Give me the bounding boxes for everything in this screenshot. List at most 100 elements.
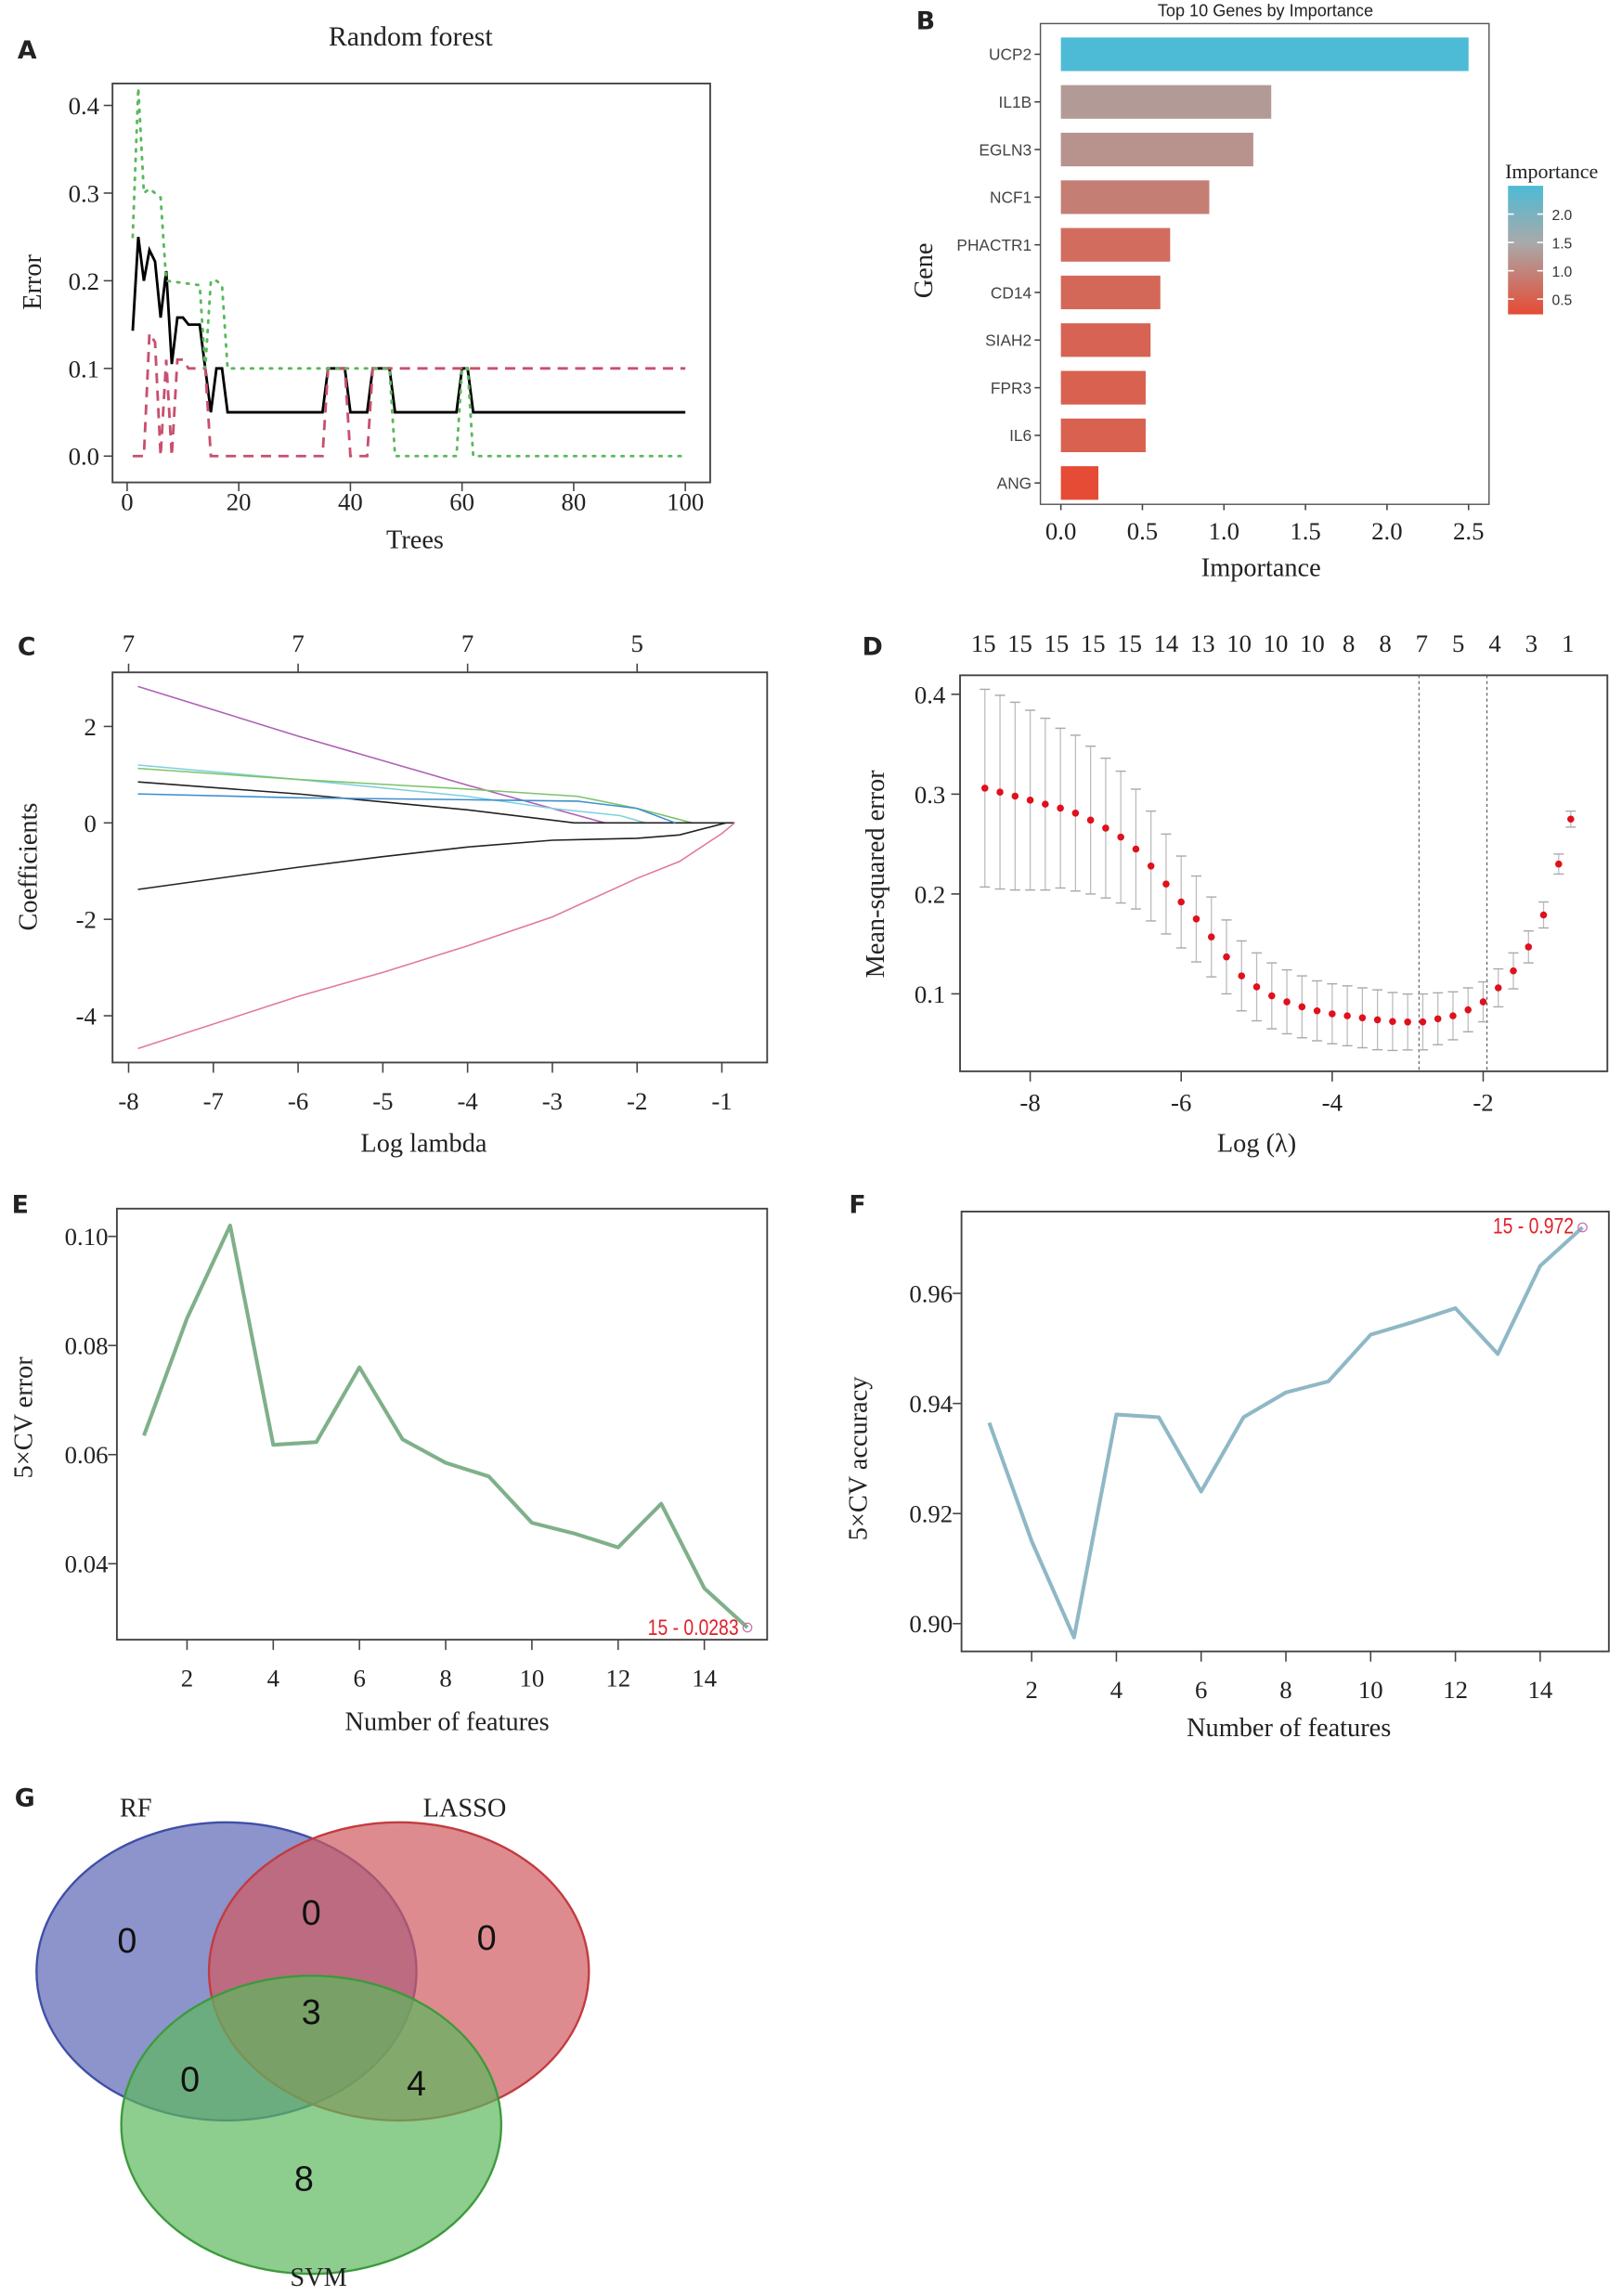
legend-tick-label: 0.5 xyxy=(1551,292,1572,308)
top-count-label: 13 xyxy=(1190,629,1215,657)
best-point-marker xyxy=(1577,1222,1588,1233)
coefficient-path xyxy=(137,822,735,1050)
series-line xyxy=(142,1223,749,1629)
mse-point xyxy=(1567,815,1575,824)
panel-label-a: A xyxy=(18,36,37,65)
x-tick-label: 80 xyxy=(562,488,587,516)
chart-title: Random forest xyxy=(329,21,494,52)
plot-frame xyxy=(959,674,1609,1072)
x-tick-label: -3 xyxy=(542,1087,563,1115)
y-tick-label: -4 xyxy=(76,1003,97,1031)
bar xyxy=(1060,37,1469,71)
top-tick-label: 7 xyxy=(123,629,135,657)
top-count-label: 1 xyxy=(1562,629,1574,657)
x-tick-label: 0.0 xyxy=(1045,517,1076,545)
x-tick-label: 10 xyxy=(520,1664,545,1692)
plot-frame xyxy=(115,1207,769,1641)
top-count-label: 14 xyxy=(1154,629,1179,657)
x-tick-label: 2 xyxy=(1025,1676,1037,1704)
mse-point xyxy=(1343,1012,1351,1019)
mse-point xyxy=(1102,824,1109,832)
y-tick-label: PHACTR1 xyxy=(956,236,1032,254)
mse-point xyxy=(1373,1016,1382,1024)
mse-point xyxy=(1539,911,1548,919)
y-tick-label: 0.4 xyxy=(915,681,945,708)
x-axis-label: Importance xyxy=(1201,553,1321,582)
panel-label-e: E xyxy=(12,1191,29,1220)
y-tick-label: SIAH2 xyxy=(985,331,1032,350)
coefficient-path xyxy=(137,781,735,824)
panel-e-svm-cv-error: E Number of features 5×CV error 2 4 6 8 10 12… xyxy=(10,1191,769,1737)
x-tick-label: 8 xyxy=(439,1664,451,1692)
x-tick-label: 12 xyxy=(605,1664,630,1692)
top-count-label: 8 xyxy=(1343,629,1355,657)
x-tick-label: -6 xyxy=(1171,1088,1191,1116)
legend-colorbar xyxy=(1508,186,1544,315)
best-point-marker xyxy=(742,1622,753,1633)
x-tick-label: -4 xyxy=(1322,1088,1343,1116)
y-tick-label: 2 xyxy=(84,713,97,741)
top-count-label: 5 xyxy=(1452,629,1464,657)
bar xyxy=(1060,227,1171,262)
bar xyxy=(1060,466,1099,500)
x-tick-label: 8 xyxy=(1279,1676,1291,1704)
series-line-solid xyxy=(131,237,686,414)
x-tick-label: -7 xyxy=(203,1087,224,1115)
series-line-dashed xyxy=(132,329,686,458)
y-tick-label: IL6 xyxy=(1009,426,1032,445)
y-axis-label: Gene xyxy=(910,243,939,299)
y-tick-label: 0.94 xyxy=(909,1390,953,1418)
mse-point xyxy=(1238,972,1246,979)
x-tick-label: -2 xyxy=(1473,1088,1493,1116)
top-count-label: 10 xyxy=(1264,629,1289,657)
top-count-label: 15 xyxy=(971,629,996,657)
mse-point xyxy=(1389,1018,1396,1026)
y-axis-label: 5×CV accuracy xyxy=(844,1376,873,1540)
x-axis-label: Log (λ) xyxy=(1217,1129,1296,1158)
bar xyxy=(1060,323,1151,357)
x-axis-label: Trees xyxy=(386,525,444,554)
top-count-label: 15 xyxy=(1045,629,1070,657)
y-tick-label: 0.1 xyxy=(915,980,945,1008)
mse-point xyxy=(1434,1015,1442,1023)
bar xyxy=(1060,132,1253,167)
y-tick-label: NCF1 xyxy=(990,188,1032,207)
mse-point xyxy=(1223,953,1230,961)
legend-tick-label: 2.0 xyxy=(1551,208,1572,224)
x-tick-label: 60 xyxy=(449,488,474,516)
x-tick-label: 100 xyxy=(667,488,704,516)
panel-label-g: G xyxy=(15,1784,35,1813)
x-tick-label: 1.0 xyxy=(1209,517,1239,545)
mse-point xyxy=(1449,1012,1457,1019)
x-tick-label: 0.5 xyxy=(1127,517,1158,545)
x-tick-label: 14 xyxy=(1527,1676,1552,1704)
x-tick-label: -8 xyxy=(118,1087,138,1115)
mse-point xyxy=(1358,1014,1367,1022)
venn-label-svm: SVM xyxy=(290,2264,346,2292)
y-tick-label: UCP2 xyxy=(989,45,1032,64)
mse-point xyxy=(1252,983,1261,991)
x-tick-label: 20 xyxy=(227,488,252,516)
venn-label-rf: RF xyxy=(120,1795,152,1823)
top-tick-label: 5 xyxy=(631,629,643,657)
y-tick-label: 0.96 xyxy=(909,1280,953,1308)
mse-point xyxy=(1147,863,1155,870)
top-tick-label: 7 xyxy=(292,629,304,657)
x-axis-label: Number of features xyxy=(345,1708,550,1737)
top-count-label: 10 xyxy=(1300,629,1325,657)
y-tick-label: IL1B xyxy=(999,93,1032,111)
coefficient-path xyxy=(137,793,676,824)
bar xyxy=(1060,180,1210,214)
coefficient-path xyxy=(137,822,727,890)
venn-count-rf-only: 0 xyxy=(117,1922,136,1961)
panel-label-c: C xyxy=(18,632,36,661)
venn-count-rf-lasso: 0 xyxy=(302,1894,321,1933)
plot-frame xyxy=(111,82,711,484)
series-line xyxy=(987,1226,1584,1640)
y-tick-label: 0.2 xyxy=(69,267,99,295)
y-tick-label: EGLN3 xyxy=(979,140,1032,159)
top-count-label: 8 xyxy=(1379,629,1391,657)
y-axis-label: 5×CV error xyxy=(10,1356,39,1479)
mse-point xyxy=(1298,1003,1306,1011)
